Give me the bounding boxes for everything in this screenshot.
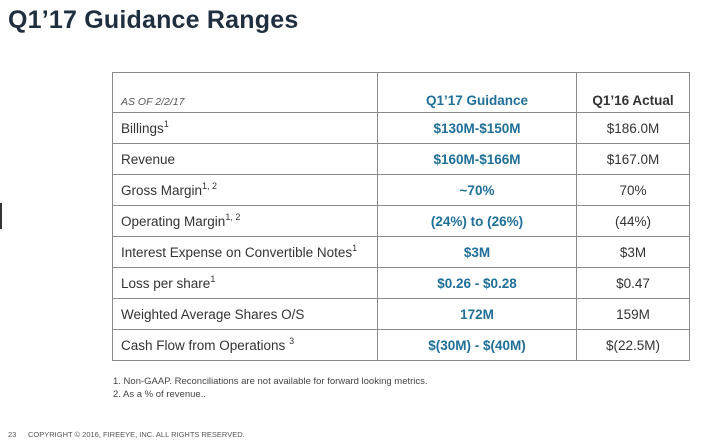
actual-value: $3M	[576, 236, 690, 268]
footnote-marker: 1	[210, 273, 216, 284]
row-label-text: Weighted Average Shares O/S	[121, 306, 305, 322]
table-row: Weighted Average Shares O/S 172M 159M	[112, 298, 690, 330]
table-row: Cash Flow from Operations 3 $(30M) - $(4…	[112, 329, 690, 361]
row-label-text: Gross Margin	[121, 182, 203, 198]
table-row: Loss per share1 $0.26 - $0.28 $0.47	[112, 267, 690, 299]
footnote-1: 1. Non-GAAP. Reconciliations are not ava…	[113, 376, 428, 387]
actual-value: 159M	[576, 298, 690, 330]
guidance-value: 172M	[377, 298, 577, 330]
guidance-value: $3M	[377, 236, 577, 268]
footnote-marker: 1, 2	[225, 211, 241, 222]
row-label-text: Billings	[121, 120, 164, 136]
guidance-value: (24%) to (26%)	[377, 205, 577, 237]
table-row: Interest Expense on Convertible Notes1 $…	[112, 236, 690, 268]
footnote-marker: 1	[163, 118, 169, 129]
table-row: Billings1 $130M-$150M $186.0M	[112, 112, 690, 144]
guidance-value: $(30M) - $(40M)	[377, 329, 577, 361]
row-label: Revenue	[112, 143, 378, 175]
actual-value: $167.0M	[576, 143, 690, 175]
page-number: 23	[8, 430, 17, 439]
left-edge-mark	[0, 203, 2, 229]
row-label-text: Interest Expense on Convertible Notes	[121, 244, 353, 260]
row-label: Billings1	[112, 112, 378, 144]
row-label-text: Operating Margin	[121, 213, 226, 229]
page-title: Q1’17 Guidance Ranges	[8, 6, 299, 34]
row-label: Cash Flow from Operations 3	[112, 329, 378, 361]
table-row: Revenue $160M-$166M $167.0M	[112, 143, 690, 175]
guidance-value: $130M-$150M	[377, 112, 577, 144]
table-row: Operating Margin1, 2 (24%) to (26%) (44%…	[112, 205, 690, 237]
actual-value: 70%	[576, 174, 690, 206]
footnotes: 1. Non-GAAP. Reconciliations are not ava…	[113, 375, 428, 401]
actual-value: $(22.5M)	[576, 329, 690, 361]
row-label: Gross Margin1, 2	[112, 174, 378, 206]
row-label: Interest Expense on Convertible Notes1	[112, 236, 378, 268]
actual-value: $0.47	[576, 267, 690, 299]
copyright-text: COPYRIGHT © 2016, FIREEYE, INC. ALL RIGH…	[28, 430, 245, 439]
actual-value: (44%)	[576, 205, 690, 237]
guidance-value: $0.26 - $0.28	[377, 267, 577, 299]
guidance-value: ~70%	[377, 174, 577, 206]
row-label-text: Cash Flow from Operations	[121, 337, 290, 353]
footnote-marker: 1	[352, 242, 358, 253]
actual-value: $186.0M	[576, 112, 690, 144]
footnote-marker: 1, 2	[202, 180, 218, 191]
footnote-marker: 3	[289, 335, 295, 346]
row-label: Weighted Average Shares O/S	[112, 298, 378, 330]
footnote-2: 2. As a % of revenue..	[113, 389, 206, 400]
table-header-row: AS OF 2/2/17 Q1’17 Guidance Q1’16 Actual	[112, 72, 690, 113]
row-label: Loss per share1	[112, 267, 378, 299]
guidance-column-header: Q1’17 Guidance	[377, 72, 577, 113]
actual-column-header: Q1’16 Actual	[576, 72, 690, 113]
row-label-text: Loss per share	[121, 275, 211, 291]
table-row: Gross Margin1, 2 ~70% 70%	[112, 174, 690, 206]
row-label: Operating Margin1, 2	[112, 205, 378, 237]
guidance-table: AS OF 2/2/17 Q1’17 Guidance Q1’16 Actual…	[112, 72, 690, 361]
row-label-text: Revenue	[121, 151, 176, 167]
as-of-date: AS OF 2/2/17	[112, 72, 378, 113]
slide-footer: 23 COPYRIGHT © 2016, FIREEYE, INC. ALL RI…	[8, 430, 245, 439]
guidance-value: $160M-$166M	[377, 143, 577, 175]
